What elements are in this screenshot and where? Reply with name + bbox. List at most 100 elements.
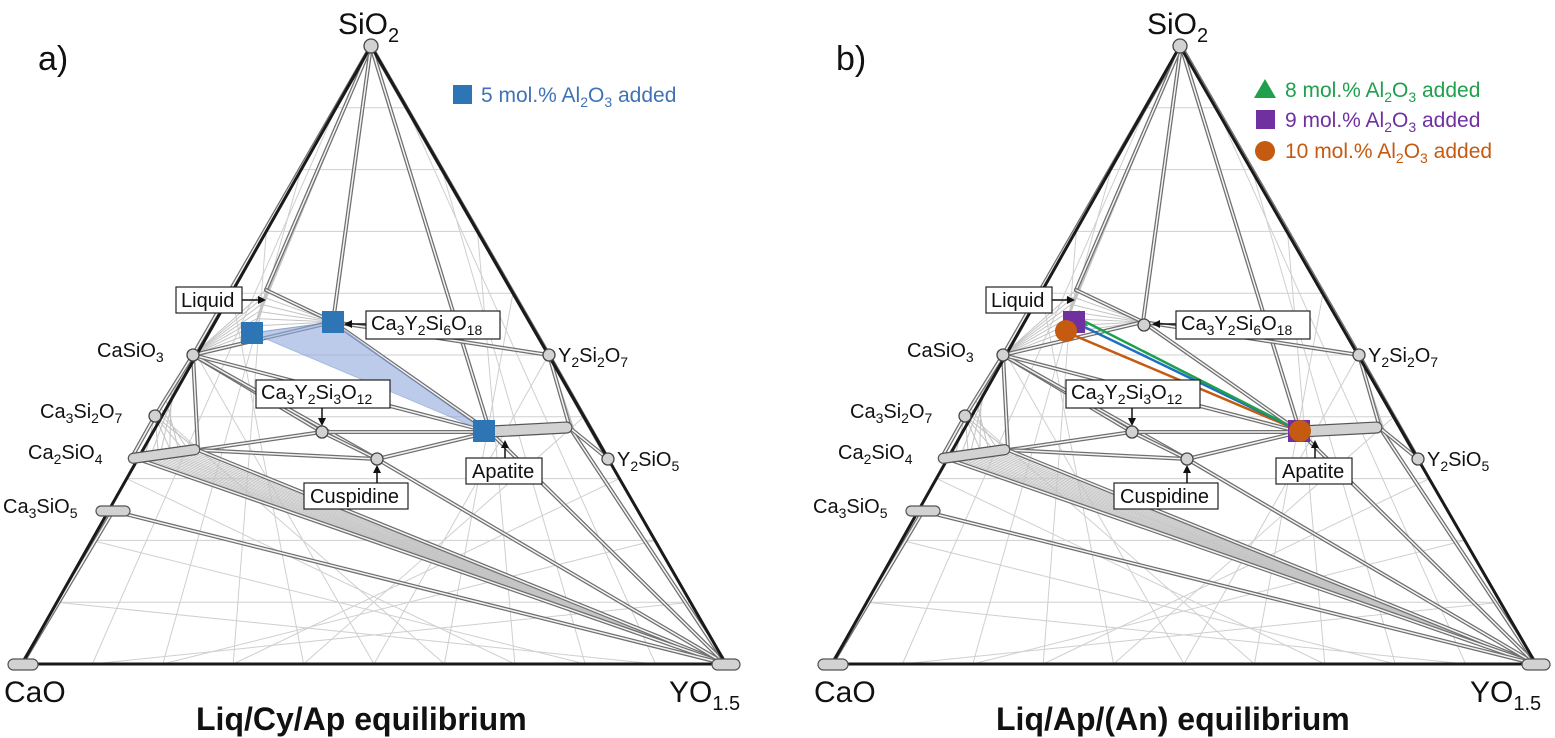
panel-a: SiO2 CaO YO1.5 a) CaSiO3 Ca3Si2O7 Ca2SiO… [3,8,741,737]
arrow-head [1183,465,1191,473]
box-label-apatite: Apatite [472,461,534,483]
phase-label-ca3sio5: Ca3SiO5 [813,496,888,521]
label-box-cuspidine [303,482,409,510]
corner-label-yo15: YO1.5 [669,676,740,715]
tie-line-highlight [941,415,966,458]
cuspidine-node [370,452,384,466]
phase-label-ca2sio4: Ca2SiO4 [838,442,913,467]
grid-line [1251,169,1396,665]
panel-b: SiO2 CaO YO1.5 b) CaSiO3 Ca3Si2O7 Ca2SiO… [813,8,1551,737]
tie-line-fan-line [150,372,183,456]
ca2sio4-solid-solution-bar [127,444,201,464]
phase-label-casio3: CaSiO3 [907,340,974,365]
legend-entry: 9 mol.% Al2O3 added [1285,109,1480,135]
sio2-node [363,38,379,54]
tie-line-highlight [370,45,491,433]
tie-line-fan-line [192,289,267,356]
tie-line-highlight [1379,427,1537,665]
corner-label-sio2: SiO2 [338,8,399,47]
legend: 5 mol.% Al2O3 added [453,84,676,110]
grid-line [936,478,1326,665]
tie-line-fan-line [1002,311,1070,356]
ca3sio5-bar [95,505,131,517]
box-label-liquid: Liquid [991,290,1044,312]
legend-marker-circle [1255,141,1275,161]
yo15-node [711,658,741,671]
arrow-head [1152,320,1160,328]
label-box-apatite [1275,457,1353,485]
data-marker-circle [1055,320,1077,342]
yo15-node [1521,658,1551,671]
ca3si2o7-node [958,409,972,423]
grid-line [1287,231,1326,665]
corner-label-cao: CaO [814,676,876,709]
casio3-node [186,348,200,362]
apatite-solid-solution-bar [485,421,573,438]
arrow-head [344,320,352,328]
data-marker-square [322,311,344,333]
box-label-ca3y2si6o18: Ca3Y2Si6O18 [371,313,482,338]
label-box-ca3y2si6o18 [1175,310,1311,340]
panel-title: Liq/Cy/Ap equilibrium [196,701,527,737]
tie-line-highlight [131,456,727,665]
tie-line-highlight [197,431,323,451]
tie-line-highlight [265,289,334,323]
ca3y2si3o12-node [1125,425,1139,439]
phase-label-y2sio5: Y2SiO5 [1427,449,1489,474]
arrow-head [258,296,266,304]
tie-line-highlight [112,510,727,665]
tie-line-highlight [1007,449,1188,460]
phase-label-ca3si2o7: Ca3Si2O7 [40,401,123,426]
panel-label: b) [836,40,866,78]
tie-line-highlight [964,354,1004,417]
tie-line-highlight [1075,45,1182,291]
tie-line-fan-line [1002,318,1067,356]
grid-line [441,169,586,665]
tie-line-highlight [154,354,194,417]
tie-line-fan-line [970,407,999,452]
tie-line-highlight [1007,431,1133,451]
ca3y2si3o12-node [315,425,329,439]
tie-line-highlight [376,431,491,460]
cuspidine-node [1180,452,1194,466]
label-box-ca3y2si3o12 [255,379,391,409]
arrow-head [1128,418,1136,426]
box-label-ca3y2si6o18: Ca3Y2Si6O18 [1181,313,1292,338]
tie-line-highlight [922,510,1537,665]
tie-line-fan-line [1002,296,1074,356]
tie-line-fan-line [192,311,260,356]
panel-title: Liq/Ap/(An) equilibrium [996,701,1350,737]
tie-line-highlight [1186,431,1301,460]
label-box-ca3y2si6o18 [365,310,501,340]
phase-label-ca3si2o7: Ca3Si2O7 [850,401,933,426]
tie-line-highlight [1007,449,1537,665]
tie-line-fan-line [1002,325,1065,356]
tie-line-highlight [1142,45,1182,323]
tie-line-fan-line [256,318,334,323]
corner-label-yo15: YO1.5 [1470,676,1541,715]
box-label-cuspidine: Cuspidine [1120,486,1209,508]
box-label-ca3y2si3o12: Ca3Y2Si3O12 [1071,382,1182,407]
grid-line [866,601,1466,665]
tie-line-highlight [321,431,378,460]
ca3sio5-bar [905,505,941,517]
tie-line-highlight [197,449,378,460]
legend-marker-square [453,85,472,104]
tie-line-highlight [376,458,727,665]
tie-line-highlight [1186,458,1537,665]
tie-line-highlight [332,45,372,323]
ca2sio4-solid-solution-bar [937,444,1011,464]
grid-line [56,601,656,665]
tie-line-fan-line [1002,289,1077,356]
phase-label-ca3sio5: Ca3SiO5 [3,496,78,521]
tie-line-fan-line [964,415,1009,451]
tie-line-highlight [1131,431,1188,460]
y2sio5-node [1411,452,1425,466]
grid-line [91,539,586,665]
box-label-apatite: Apatite [1282,461,1344,483]
tie-line-highlight [1358,354,1381,429]
tie-line-highlight [131,415,156,458]
data-marker-square [241,322,263,344]
phase-label-casio3: CaSiO3 [97,340,164,365]
ca3y2si6o18-node [1137,318,1151,332]
